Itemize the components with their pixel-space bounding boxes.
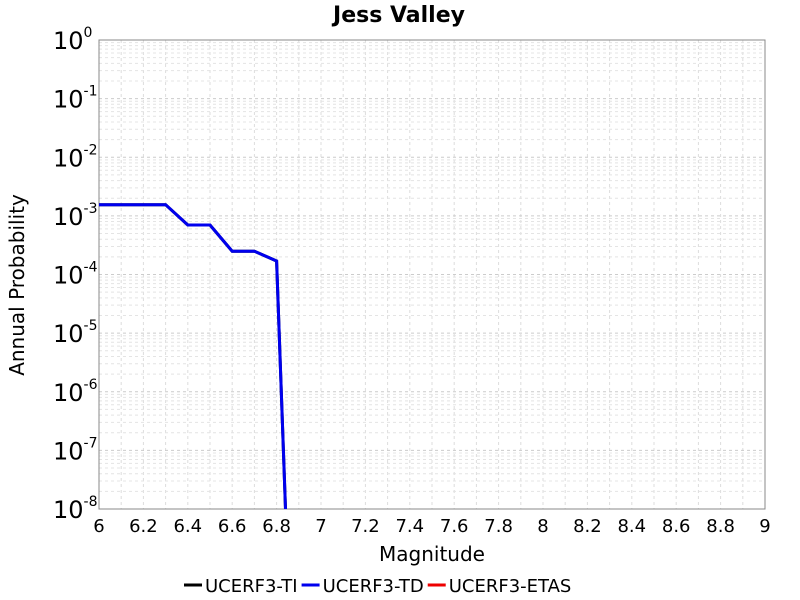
x-tick-label: 9 <box>759 516 770 537</box>
x-tick-label: 7.6 <box>440 516 469 537</box>
x-tick-label: 6.6 <box>218 516 247 537</box>
x-tick-label: 7.8 <box>484 516 513 537</box>
grid <box>98 39 766 510</box>
x-tick-label: 8.4 <box>617 516 646 537</box>
legend-label-ucerf3-etas: UCERF3-ETAS <box>449 576 572 597</box>
y-axis-label: Annual Probability <box>5 194 29 376</box>
y-tick-label: 10-3 <box>53 201 98 231</box>
x-axis-ticks: 6 6.2 6.4 6.6 6.8 7 7.2 7.4 7.6 7.8 8 8.2 8.4 8.6 8.8 9 <box>93 516 770 537</box>
x-tick-label: 8.8 <box>706 516 735 537</box>
legend-label-ucerf3-ti: UCERF3-TI <box>205 576 298 597</box>
x-tick-label: 8.6 <box>662 516 691 537</box>
x-tick-label: 6 <box>93 516 104 537</box>
y-tick-label: 10-1 <box>53 84 98 114</box>
x-tick-label: 6.4 <box>173 516 202 537</box>
x-tick-label: 7.4 <box>395 516 424 537</box>
y-tick-label: 10-2 <box>53 142 98 172</box>
plot-area-border <box>98 39 766 510</box>
y-tick-label: 10-5 <box>53 318 98 348</box>
y-tick-label: 10-7 <box>53 435 98 465</box>
y-tick-label: 10-6 <box>53 377 98 407</box>
x-tick-label: 8.2 <box>573 516 602 537</box>
x-tick-label: 6.8 <box>262 516 291 537</box>
legend-label-ucerf3-td: UCERF3-TD <box>323 576 424 597</box>
x-axis-label: Magnitude <box>379 542 485 566</box>
x-tick-label: 7.2 <box>351 516 380 537</box>
x-tick-label: 7 <box>315 516 326 537</box>
series-line-ucerf3-td <box>99 203 287 510</box>
series-layer <box>99 203 287 510</box>
x-tick-label: 6.2 <box>129 516 158 537</box>
x-tick-label: 8 <box>537 516 548 537</box>
y-tick-label: 10-8 <box>53 494 98 524</box>
y-tick-label: 100 <box>53 25 92 55</box>
y-tick-label: 10-4 <box>53 260 98 290</box>
legend: UCERF3-TI UCERF3-TD UCERF3-ETAS <box>184 576 571 597</box>
chart-title: Jess Valley <box>331 3 465 28</box>
y-axis-ticks: 100 10-1 10-2 10-3 10-4 10-5 10-6 10-7 10-8 <box>53 25 98 524</box>
